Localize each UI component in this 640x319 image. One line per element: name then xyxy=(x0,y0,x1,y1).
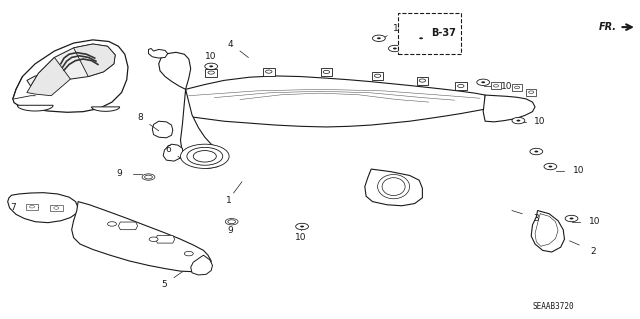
Polygon shape xyxy=(118,222,138,230)
Circle shape xyxy=(516,120,520,122)
Bar xyxy=(455,82,467,90)
Circle shape xyxy=(296,223,308,230)
Circle shape xyxy=(529,91,534,93)
Circle shape xyxy=(54,207,59,209)
Text: 10: 10 xyxy=(573,166,584,175)
Polygon shape xyxy=(180,89,223,168)
Polygon shape xyxy=(159,52,191,89)
Polygon shape xyxy=(191,255,212,275)
Circle shape xyxy=(145,175,152,179)
Bar xyxy=(26,204,38,210)
Text: 10: 10 xyxy=(501,82,513,91)
Circle shape xyxy=(481,81,485,83)
Ellipse shape xyxy=(378,174,410,199)
Bar xyxy=(321,68,332,76)
Circle shape xyxy=(323,70,330,74)
Circle shape xyxy=(534,151,538,152)
Circle shape xyxy=(544,163,557,170)
Circle shape xyxy=(374,74,381,78)
Polygon shape xyxy=(483,95,535,122)
Bar xyxy=(417,77,428,85)
Bar xyxy=(512,84,522,91)
Circle shape xyxy=(205,63,218,70)
Text: 8: 8 xyxy=(137,113,143,122)
Text: 4: 4 xyxy=(228,40,234,48)
Text: 9: 9 xyxy=(228,226,233,235)
Circle shape xyxy=(512,117,525,124)
Circle shape xyxy=(419,79,426,82)
Circle shape xyxy=(300,226,304,227)
Circle shape xyxy=(393,48,397,49)
Bar xyxy=(372,72,383,80)
Text: 1: 1 xyxy=(225,196,231,204)
Circle shape xyxy=(266,70,272,73)
Text: B-37: B-37 xyxy=(431,28,456,39)
Text: 10: 10 xyxy=(589,217,600,226)
Text: 7: 7 xyxy=(10,203,15,212)
Text: 3: 3 xyxy=(534,214,539,223)
Polygon shape xyxy=(365,169,422,206)
Text: 10: 10 xyxy=(436,24,448,33)
Circle shape xyxy=(458,85,464,88)
Bar xyxy=(491,82,501,89)
Circle shape xyxy=(415,35,428,41)
Circle shape xyxy=(142,174,155,180)
Polygon shape xyxy=(152,121,173,138)
Polygon shape xyxy=(531,211,564,252)
Circle shape xyxy=(209,65,213,67)
Circle shape xyxy=(372,35,385,41)
Text: FR.: FR. xyxy=(599,22,617,32)
Circle shape xyxy=(187,147,223,165)
Bar xyxy=(205,69,217,77)
Polygon shape xyxy=(27,57,70,96)
Polygon shape xyxy=(13,40,128,112)
Circle shape xyxy=(228,220,236,224)
Circle shape xyxy=(180,144,229,168)
Polygon shape xyxy=(92,107,120,111)
Text: 10: 10 xyxy=(295,233,307,242)
Circle shape xyxy=(184,251,193,256)
Text: SEAAB3720: SEAAB3720 xyxy=(532,302,575,311)
Circle shape xyxy=(388,45,401,52)
Circle shape xyxy=(515,86,520,89)
Polygon shape xyxy=(8,193,78,223)
Circle shape xyxy=(208,71,214,74)
Ellipse shape xyxy=(382,178,405,196)
Polygon shape xyxy=(148,48,168,58)
Circle shape xyxy=(493,85,499,87)
Circle shape xyxy=(377,37,381,39)
Bar xyxy=(263,68,275,76)
Text: 9: 9 xyxy=(116,169,122,178)
Polygon shape xyxy=(72,202,211,272)
Text: 2: 2 xyxy=(591,247,596,256)
Circle shape xyxy=(477,79,490,85)
Text: 10: 10 xyxy=(534,117,546,126)
Circle shape xyxy=(225,219,238,225)
Circle shape xyxy=(419,37,423,39)
Text: 10: 10 xyxy=(205,52,217,61)
Text: 5: 5 xyxy=(161,280,167,289)
Circle shape xyxy=(108,222,116,226)
Polygon shape xyxy=(17,105,53,111)
Bar xyxy=(526,89,536,96)
Circle shape xyxy=(565,215,578,222)
Polygon shape xyxy=(27,44,115,86)
Circle shape xyxy=(530,148,543,155)
Polygon shape xyxy=(186,76,485,127)
Text: 6: 6 xyxy=(165,145,171,154)
Circle shape xyxy=(548,166,552,167)
Polygon shape xyxy=(74,44,115,77)
Polygon shape xyxy=(163,144,183,161)
FancyBboxPatch shape xyxy=(398,13,461,54)
Bar xyxy=(50,205,63,211)
Text: 10: 10 xyxy=(393,24,404,33)
Circle shape xyxy=(29,205,35,208)
Polygon shape xyxy=(156,235,175,243)
Circle shape xyxy=(570,218,573,219)
Circle shape xyxy=(193,151,216,162)
Circle shape xyxy=(149,237,158,241)
